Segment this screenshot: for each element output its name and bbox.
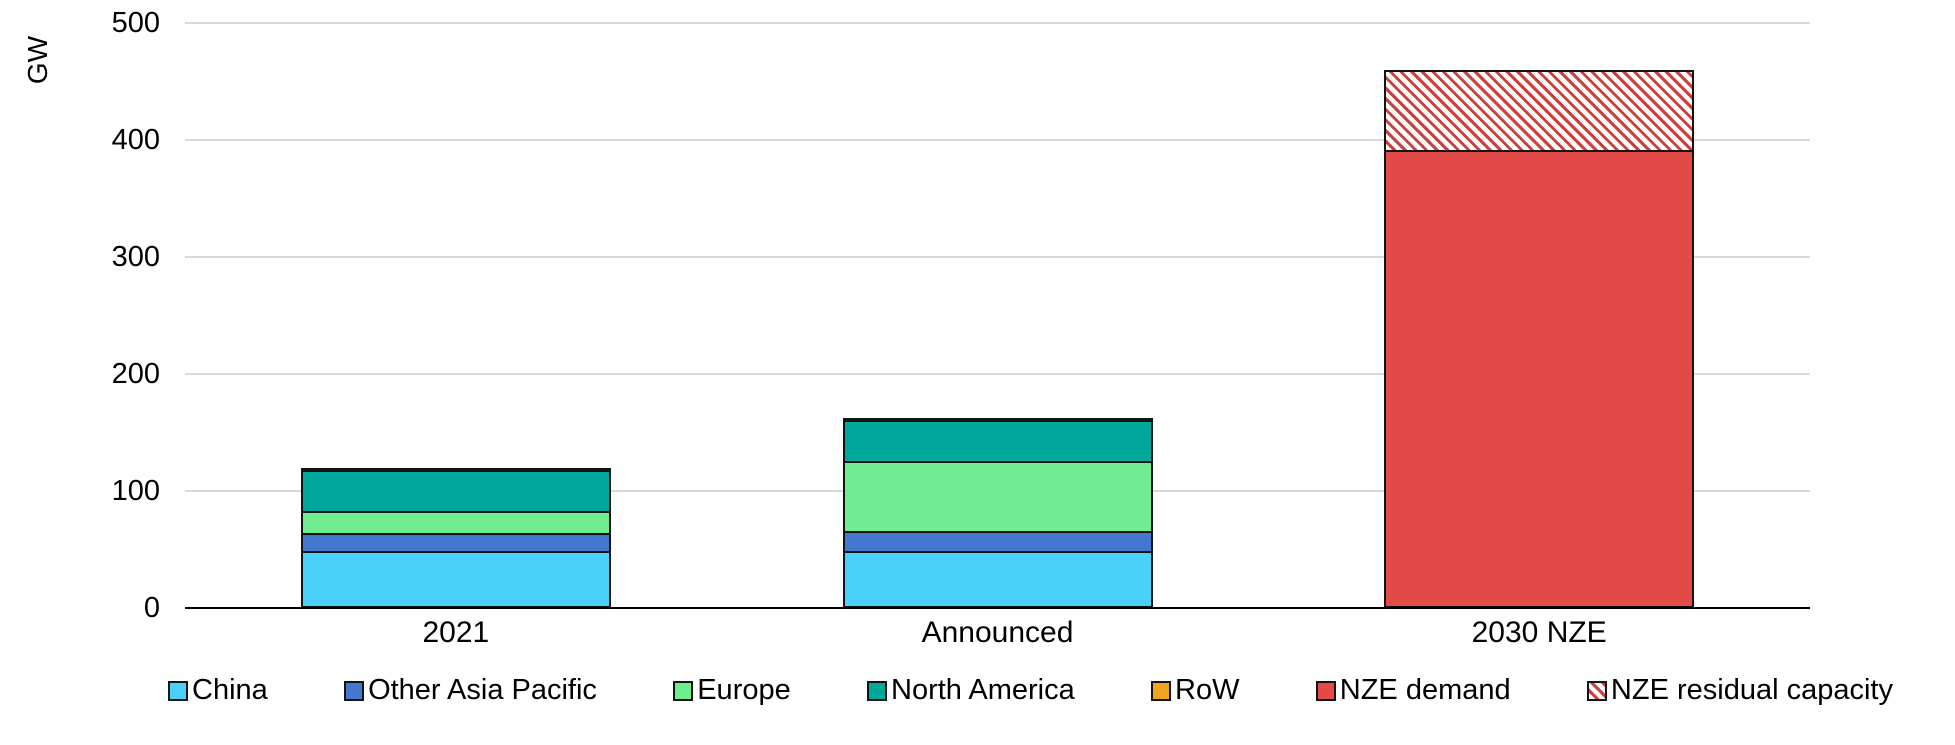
y-axis-title: GW (22, 35, 54, 85)
y-tick-label-0: 0 (143, 592, 160, 624)
bar-2021 (300, 467, 611, 608)
x-label-announced: Announced (921, 616, 1074, 649)
legend-item-nze-residual-capacity: NZE residual capacity (1586, 674, 1893, 707)
bar-segment-china (300, 551, 611, 608)
legend: China Other Asia Pacific Europe North Ameri… (168, 674, 1893, 707)
legend-swatch-north-america (867, 680, 888, 701)
y-tick-label-400: 400 (111, 124, 160, 156)
legend-label-china: China (192, 674, 268, 706)
y-tick-label-500: 500 (111, 7, 160, 39)
x-label-2021: 2021 (422, 616, 490, 649)
legend-item-north-america: North America (867, 674, 1075, 707)
bar-segment-europe (300, 511, 611, 536)
bar-segment-north-america (842, 420, 1153, 463)
bar-segment-other-asia-pacific (842, 531, 1153, 554)
legend-label-other-asia-pacific: Other Asia Pacific (368, 674, 597, 706)
gridline-400 (185, 139, 1810, 141)
bar-2030-nze (1384, 69, 1695, 608)
legend-swatch-nze-demand (1315, 680, 1336, 701)
x-axis-line (185, 607, 1810, 609)
legend-swatch-row (1151, 680, 1172, 701)
bar-segment-europe (842, 460, 1153, 534)
bar-announced (842, 418, 1153, 608)
legend-item-row: RoW (1151, 674, 1239, 707)
bar-segment-china (842, 551, 1153, 608)
legend-item-other-asia-pacific: Other Asia Pacific (344, 674, 597, 707)
plot-area (185, 22, 1810, 609)
y-tick-label-200: 200 (111, 358, 160, 390)
legend-item-europe: Europe (673, 674, 791, 707)
legend-swatch-europe (673, 680, 694, 701)
y-tick-label-300: 300 (111, 241, 160, 273)
x-label-2030-nze: 2030 NZE (1471, 616, 1607, 649)
gridline-200 (185, 373, 1810, 375)
legend-label-nze-demand: NZE demand (1339, 674, 1511, 706)
legend-label-row: RoW (1175, 674, 1240, 706)
y-tick-label-100: 100 (111, 475, 160, 507)
bar-segment-nze-demand (1384, 149, 1695, 608)
legend-label-nze-residual-capacity: NZE residual capacity (1610, 674, 1893, 706)
legend-label-north-america: North America (891, 674, 1075, 706)
legend-label-europe: Europe (697, 674, 791, 706)
gridline-300 (185, 256, 1810, 258)
bar-segment-north-america (300, 470, 611, 514)
bar-segment-nze-residual-capacity (1384, 69, 1695, 152)
legend-swatch-other-asia-pacific (344, 680, 365, 701)
legend-swatch-nze-residual-capacity (1586, 680, 1607, 701)
legend-item-china: China (168, 674, 268, 707)
legend-swatch-china (168, 680, 188, 701)
legend-item-nze-demand: NZE demand (1315, 674, 1511, 707)
gridline-500 (185, 22, 1810, 24)
